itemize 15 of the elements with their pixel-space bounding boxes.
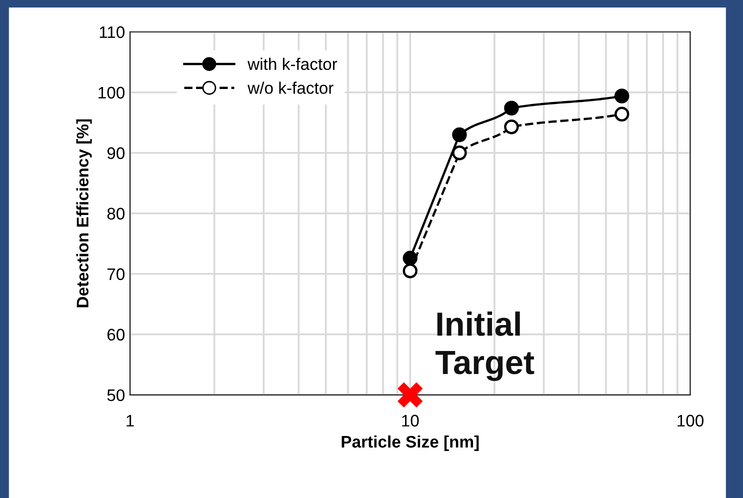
y-tick-label: 110	[100, 26, 125, 38]
y-tick-label: 70	[107, 268, 125, 280]
y-axis-title: Detection Efficiency [%]	[76, 119, 92, 308]
y-tick-label: 90	[107, 147, 125, 160]
x-tick-label: 1	[126, 414, 134, 426]
legend-label: with k-factor	[248, 58, 338, 70]
annotation: Initial Target	[436, 311, 534, 382]
legend-label: w/o k-factor	[248, 82, 334, 94]
y-tick-label: 50	[107, 389, 125, 402]
x-tick-label: 100	[678, 414, 704, 427]
x-tick-label: 10	[402, 414, 419, 427]
y-tick-label: 100	[98, 86, 125, 99]
y-tick-label: 80	[107, 208, 125, 220]
y-tick-label: 60	[107, 328, 125, 341]
x-axis-title: Particle Size [nm]	[342, 435, 479, 451]
